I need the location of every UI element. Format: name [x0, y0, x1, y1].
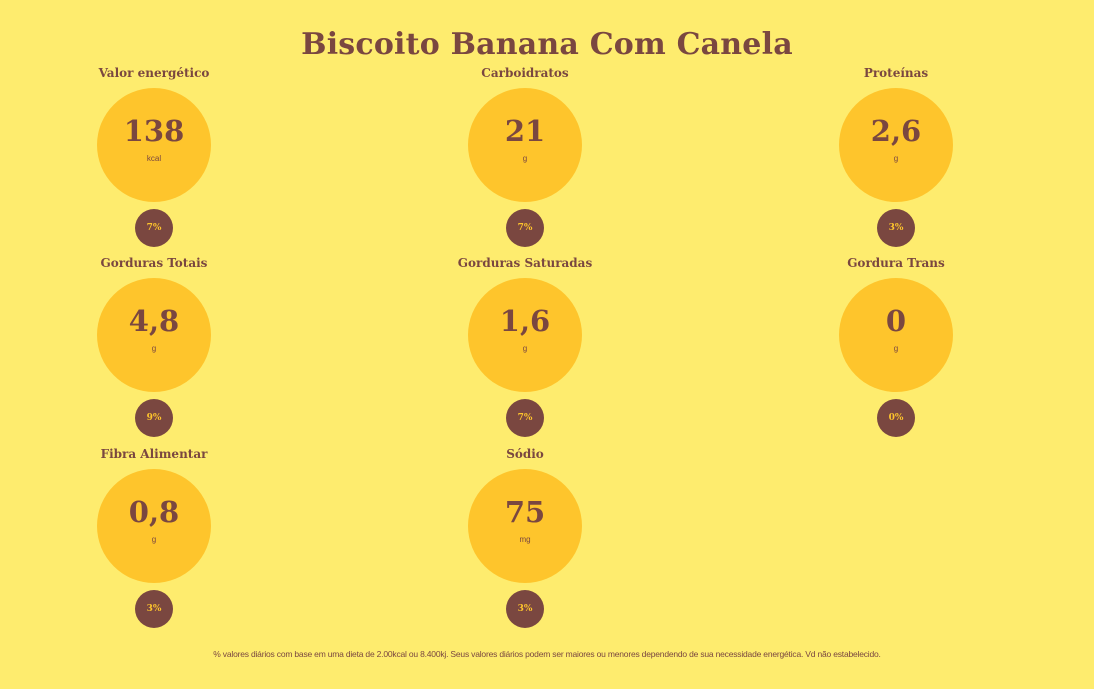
nutrient-unit: g — [893, 344, 899, 353]
nutrient-label: Gorduras Totais — [100, 256, 208, 270]
nutrient-value: 1,6 — [499, 304, 551, 338]
nutrient-label: Proteínas — [863, 66, 929, 80]
nutrient-unit: g — [151, 535, 157, 544]
nutrient-total-fat: Gorduras Totais 4,8 g 9% — [44, 256, 264, 437]
page-title: Biscoito Banana Com Canela — [301, 27, 793, 63]
nutrient-value: 0 — [885, 304, 907, 338]
nutrient-trans-fat: Gordura Trans 0 g 0% — [786, 256, 1006, 437]
nutrient-label: Gordura Trans — [847, 256, 945, 270]
nutrient-energy: Valor energético 138 kcal 7% — [44, 66, 264, 247]
daily-value-badge: 7% — [506, 209, 544, 247]
nutrient-unit: kcal — [146, 154, 162, 163]
nutrient-label: Valor energético — [98, 66, 210, 80]
nutrient-sodium: Sódio 75 mg 3% — [415, 447, 635, 628]
nutrient-label: Fibra Alimentar — [100, 447, 208, 461]
nutrient-label: Gorduras Saturadas — [457, 256, 593, 270]
nutrient-value: 21 — [504, 114, 546, 148]
daily-value-badge: 3% — [506, 590, 544, 628]
nutrient-unit: mg — [519, 535, 531, 544]
nutrient-label: Carboidratos — [481, 66, 569, 80]
nutrient-value-circle: 1,6 g — [468, 278, 582, 392]
nutrient-value-circle: 75 mg — [468, 469, 582, 583]
nutrient-proteins: Proteínas 2,6 g 3% — [786, 66, 1006, 247]
daily-value-badge: 0% — [877, 399, 915, 437]
nutrient-unit: g — [522, 154, 528, 163]
nutrient-value: 4,8 — [128, 304, 180, 338]
nutrient-value: 0,8 — [128, 495, 180, 529]
nutrient-value-circle: 21 g — [468, 88, 582, 202]
daily-value-badge: 3% — [135, 590, 173, 628]
nutrient-fiber: Fibra Alimentar 0,8 g 3% — [44, 447, 264, 628]
daily-value-badge: 3% — [877, 209, 915, 247]
daily-value-badge: 9% — [135, 399, 173, 437]
nutrient-value-circle: 4,8 g — [97, 278, 211, 392]
nutrient-value: 75 — [504, 495, 546, 529]
nutrient-unit: g — [522, 344, 528, 353]
nutrient-value: 2,6 — [870, 114, 922, 148]
nutrient-unit: g — [151, 344, 157, 353]
nutrient-value-circle: 138 kcal — [97, 88, 211, 202]
nutrient-value: 138 — [123, 114, 185, 148]
nutrient-carbohydrates: Carboidratos 21 g 7% — [415, 66, 635, 247]
nutrient-unit: g — [893, 154, 899, 163]
nutrient-saturated-fat: Gorduras Saturadas 1,6 g 7% — [415, 256, 635, 437]
daily-values-footnote: % valores diários com base em uma dieta … — [213, 649, 881, 659]
nutrient-value-circle: 0,8 g — [97, 469, 211, 583]
nutrient-value-circle: 0 g — [839, 278, 953, 392]
nutrient-value-circle: 2,6 g — [839, 88, 953, 202]
daily-value-badge: 7% — [506, 399, 544, 437]
nutrient-label: Sódio — [506, 447, 544, 461]
daily-value-badge: 7% — [135, 209, 173, 247]
